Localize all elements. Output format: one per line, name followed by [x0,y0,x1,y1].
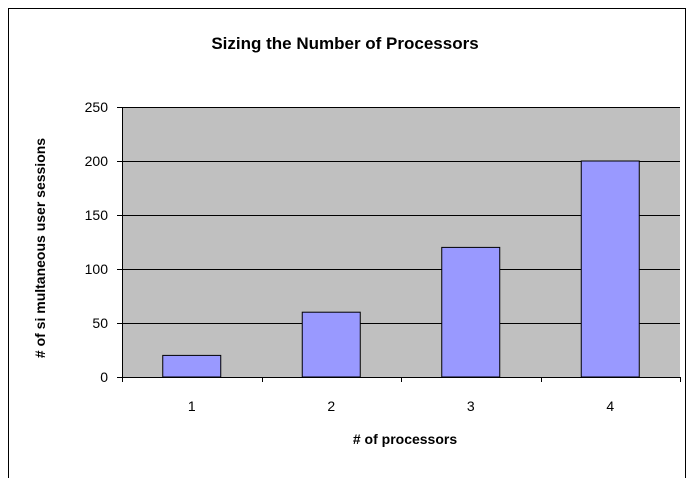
x-tick-label: 2 [327,398,335,414]
x-tick-label: 1 [188,398,196,414]
bar-1 [162,354,222,378]
y-axis-label: # of si multaneous user sessions [32,138,48,358]
y-tick-label: 50 [92,315,108,331]
chart-border [8,8,686,478]
axes [117,107,681,382]
y-tick-label: 150 [85,207,109,223]
bar-2 [301,311,361,378]
bar-4 [580,160,640,378]
bar-3 [441,246,501,378]
y-tick-label: 250 [85,99,109,115]
chart-title: Sizing the Number of Processors [211,34,478,53]
x-tick-label: 3 [467,398,475,414]
x-tick-labels: 1 2 3 4 [188,398,615,414]
x-axis-label: # of processors [353,431,457,447]
y-tick-label: 200 [85,153,109,169]
bars [162,160,640,378]
y-tick-label: 0 [100,369,108,385]
y-tick-labels: 0 50 100 150 200 250 [85,99,109,385]
y-tick-label: 100 [85,261,109,277]
x-tick-label: 4 [606,398,614,414]
